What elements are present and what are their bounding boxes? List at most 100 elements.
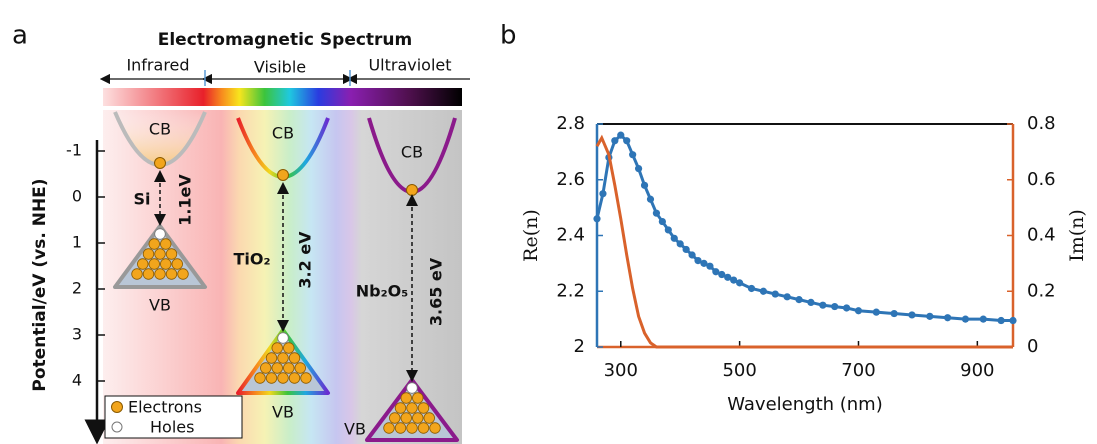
electron: [277, 352, 289, 364]
data-point: [854, 307, 863, 315]
data-point: [593, 215, 601, 223]
data-point: [890, 309, 898, 318]
data-point: [872, 308, 880, 316]
electron: [412, 392, 424, 404]
electron: [171, 258, 183, 270]
electron: [265, 372, 278, 384]
electron: [271, 342, 283, 354]
data-point: [676, 240, 684, 248]
electron: [389, 412, 401, 424]
data-point: [807, 298, 815, 306]
tick-label: 3: [72, 325, 82, 344]
data-point: [819, 301, 827, 309]
cb-label: CB: [401, 143, 423, 162]
hole: [277, 332, 289, 344]
data-point: [944, 314, 952, 322]
data-point: [736, 279, 744, 287]
data-point: [961, 315, 970, 323]
data-point: [706, 262, 714, 270]
electron: [383, 422, 395, 434]
electron: [423, 412, 435, 424]
electron: [265, 352, 278, 364]
data-point: [843, 304, 851, 312]
legend-box: [104, 395, 243, 439]
band-gap-label: 3.2 eV: [296, 231, 315, 289]
electron: [154, 268, 166, 280]
electron: [417, 402, 430, 414]
region-label: Infrared: [126, 56, 189, 75]
electron: [406, 422, 418, 434]
legend-electron: [111, 401, 123, 413]
electron: [400, 392, 412, 404]
data-point: [712, 268, 720, 276]
electron: [277, 169, 289, 181]
data-point: [979, 315, 987, 323]
hole: [154, 228, 166, 240]
electron: [154, 248, 166, 260]
y-tick-label: 2.6: [556, 169, 585, 190]
spectrum-bar: [103, 88, 462, 106]
electron: [394, 422, 407, 434]
data-point: [611, 137, 619, 145]
axis-title: Potential/eV (vs. NHE): [30, 178, 50, 391]
electron: [142, 268, 155, 280]
tick-label: -1: [66, 141, 82, 160]
cb-label: CB: [272, 124, 294, 143]
panel-label: a: [12, 21, 28, 51]
hole: [406, 382, 418, 394]
electron: [260, 362, 272, 374]
material-name: Nb₂O₅: [356, 282, 408, 301]
data-point: [1009, 316, 1017, 325]
data-point: [700, 259, 708, 267]
y2-tick-label: 0.6: [1027, 169, 1056, 190]
electron: [429, 422, 441, 434]
electron: [271, 362, 283, 374]
data-point: [694, 256, 702, 265]
electron: [400, 412, 412, 424]
electron: [137, 258, 149, 270]
data-point: [652, 209, 661, 217]
y-tick-label: 2: [574, 336, 585, 357]
region-label: Ultraviolet: [368, 56, 451, 75]
electron: [165, 268, 178, 280]
tick-label: 4: [72, 371, 82, 390]
electron: [160, 258, 172, 270]
electron: [283, 362, 295, 374]
electron: [412, 412, 424, 424]
x-tick-label: 900: [960, 360, 994, 381]
band-gap-label: 1.1eV: [176, 174, 195, 226]
band-gap-label: 3.65 eV: [427, 257, 446, 326]
legend-hole: [111, 421, 123, 433]
data-point: [623, 137, 631, 145]
material-name: Si: [133, 190, 150, 209]
data-point: [682, 245, 690, 254]
vb-label: VB: [272, 403, 294, 422]
electron: [177, 268, 189, 280]
electron: [165, 248, 178, 260]
data-point: [771, 290, 779, 298]
data-point: [724, 273, 732, 281]
electron: [131, 268, 143, 280]
panel-label: b: [500, 21, 517, 51]
series-line: [595, 134, 1013, 349]
data-point: [599, 190, 607, 198]
y-tick-label: 2.4: [556, 225, 585, 246]
electron: [394, 402, 407, 414]
y2-tick-label: 0.8: [1027, 113, 1056, 134]
data-point: [997, 316, 1005, 325]
cb-label: CB: [149, 120, 171, 139]
tick-label: 2: [72, 279, 82, 298]
data-point: [629, 151, 637, 159]
electron: [154, 157, 166, 169]
y2-tick-label: 0.4: [1027, 225, 1056, 246]
electron: [142, 248, 155, 260]
data-point: [831, 302, 839, 311]
data-point: [783, 293, 791, 301]
electron: [417, 422, 430, 434]
vb-label: VB: [344, 420, 366, 439]
electron: [160, 238, 172, 250]
data-point: [908, 311, 916, 319]
x-tick-label: 700: [841, 360, 875, 381]
data-point: [658, 217, 666, 226]
